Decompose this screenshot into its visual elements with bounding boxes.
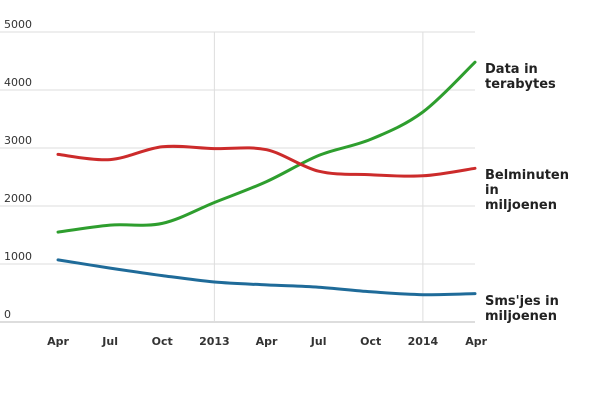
- y-tick-label: 4000: [4, 76, 32, 89]
- x-tick-label: 2014: [408, 335, 439, 348]
- y-tick-label: 2000: [4, 192, 32, 205]
- x-tick-label: Apr: [465, 335, 487, 348]
- series-labels: Data in terabytes Belminuten in miljoenen Sms…: [485, 62, 569, 324]
- x-axis-ticks: Apr Jul Oct 2013 Apr Jul Oct 2014 Apr: [47, 335, 487, 348]
- x-tick-label: Apr: [256, 335, 278, 348]
- y-axis-ticks: 0 1000 2000 3000 4000 5000: [4, 18, 32, 321]
- y-tick-label: 1000: [4, 250, 32, 263]
- x-tick-label: Oct: [360, 335, 381, 348]
- y-tick-label: 0: [4, 308, 11, 321]
- series-label: Sms'jes in miljoenen: [485, 294, 559, 324]
- y-tick-label: 3000: [4, 134, 32, 147]
- series-label: Data in terabytes: [485, 62, 556, 92]
- series-line: [56, 144, 477, 178]
- x-tick-label: Apr: [47, 335, 69, 348]
- y-tick-label: 5000: [4, 18, 32, 31]
- x-tick-label: Jul: [101, 335, 118, 348]
- x-tick-label: 2013: [199, 335, 230, 348]
- series-lines: [56, 60, 477, 297]
- series-line: [56, 258, 477, 297]
- series-line: [56, 60, 477, 234]
- series-label: Belminuten in miljoenen: [485, 168, 569, 213]
- x-tick-label: Oct: [152, 335, 173, 348]
- x-tick-label: Jul: [310, 335, 327, 348]
